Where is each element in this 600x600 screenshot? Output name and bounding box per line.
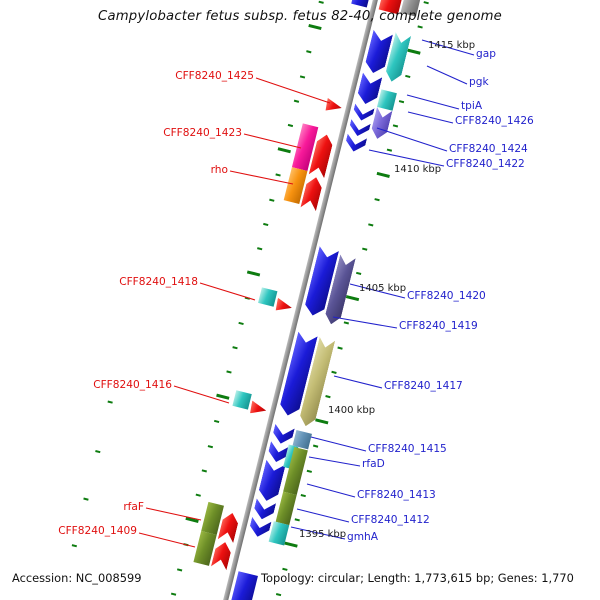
leader-line (310, 436, 367, 452)
ruler-label-1395: 1395 kbp (299, 529, 347, 540)
gene-label-pgk[interactable]: pgk (469, 76, 489, 88)
gene-label-CFF8240_1418[interactable]: CFF8240_1418 (119, 276, 198, 288)
leader-line (426, 65, 468, 85)
leader-line (333, 375, 383, 389)
gene-label-CFF8240_1416[interactable]: CFF8240_1416 (93, 379, 172, 391)
leader-line (255, 77, 331, 104)
leader-line (145, 507, 202, 521)
leader-line (138, 532, 196, 548)
ruler-label-1400: 1400 kbp (328, 405, 376, 416)
leader-line (290, 526, 346, 540)
gene-label-tpiA[interactable]: tpiA (461, 100, 483, 112)
gene-label-rfaF[interactable]: rfaF (123, 501, 144, 513)
topology-stats-text: Topology: circular; Length: 1,773,615 bp… (261, 571, 574, 585)
gene-label-CFF8240_1412[interactable]: CFF8240_1412 (351, 514, 430, 526)
leader-line (349, 283, 406, 299)
gene-label-rfaD[interactable]: rfaD (362, 458, 385, 470)
gene-label-CFF8240_1420[interactable]: CFF8240_1420 (407, 290, 486, 302)
gene-label-rho[interactable]: rho (210, 164, 228, 176)
accession-text: Accession: NC_008599 (12, 571, 142, 585)
ruler-label-1405: 1405 kbp (359, 283, 407, 294)
leader-line (229, 170, 294, 185)
leader-line (368, 149, 445, 167)
leader-line (243, 133, 302, 149)
gene-label-CFF8240_1425[interactable]: CFF8240_1425 (175, 70, 254, 82)
leader-line (173, 385, 230, 404)
leader-line (332, 316, 398, 329)
gene-label-CFF8240_1413[interactable]: CFF8240_1413 (357, 489, 436, 501)
leader-line (296, 508, 350, 523)
ruler-label-1415: 1415 kbp (428, 40, 476, 51)
gene-label-gap[interactable]: gap (476, 48, 496, 60)
gene-label-CFF8240_1419[interactable]: CFF8240_1419 (399, 320, 478, 332)
gene-label-CFF8240_1424[interactable]: CFF8240_1424 (449, 143, 528, 155)
leader-line (407, 111, 454, 124)
gene-label-CFF8240_1415[interactable]: CFF8240_1415 (368, 443, 447, 455)
page-title: Campylobacter fetus subsp. fetus 82-40, … (98, 9, 502, 24)
leader-line (421, 39, 475, 56)
ruler-label-1410: 1410 kbp (394, 164, 442, 175)
leader-line (306, 483, 356, 498)
gene-label-gmhA[interactable]: gmhA (347, 531, 379, 543)
gene-label-CFF8240_1423[interactable]: CFF8240_1423 (163, 127, 242, 139)
gene-label-CFF8240_1409[interactable]: CFF8240_1409 (58, 525, 137, 537)
leader-line (308, 456, 361, 467)
leader-line (199, 282, 256, 301)
gene-label-CFF8240_1417[interactable]: CFF8240_1417 (384, 380, 463, 392)
gene-label-CFF8240_1426[interactable]: CFF8240_1426 (455, 115, 534, 127)
leader-line (376, 127, 448, 152)
leader-line (406, 94, 460, 110)
gene-label-CFF8240_1422[interactable]: CFF8240_1422 (446, 158, 525, 170)
